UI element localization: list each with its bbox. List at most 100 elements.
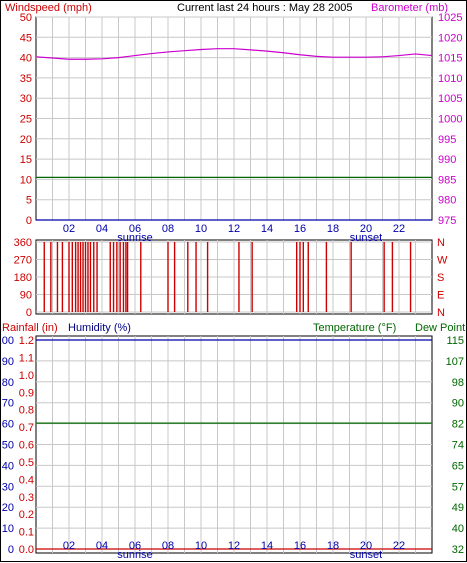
humidity-axis-title: Humidity (%)	[68, 322, 131, 334]
windspeed-tick-label: 10	[20, 174, 32, 186]
barometer-tick-label: 1005	[438, 93, 462, 105]
rainfall-axis-title: Rainfall (in)	[2, 322, 58, 334]
compass-tick-label: N	[437, 237, 445, 249]
windspeed-tick-label: 0	[26, 215, 32, 227]
humidity-tick-label: 0	[8, 544, 14, 556]
hour-tick-label: 10	[195, 223, 207, 235]
humidity-tick-label: 70	[2, 398, 14, 410]
direction-tick-label: 0	[26, 307, 32, 319]
temperature-tick-label: 65	[452, 460, 464, 472]
windspeed-tick-label: 45	[20, 32, 32, 44]
windspeed-tick-label: 20	[20, 134, 32, 146]
barometer-tick-label: 1015	[438, 53, 462, 65]
rainfall-tick-label: 1.2	[19, 335, 34, 347]
barometer-tick-label: 1020	[438, 32, 462, 44]
hour-tick-label: 18	[327, 223, 339, 235]
hour-tick-label: 10	[195, 540, 207, 552]
windspeed-tick-label: 5	[26, 195, 32, 207]
temperature-tick-label: 40	[452, 523, 464, 535]
hour-tick-label: 04	[96, 223, 108, 235]
rainfall-tick-label: 0.7	[19, 422, 34, 434]
windspeed-tick-label: 30	[20, 93, 32, 105]
windspeed-axis-title: Windspeed (mph)	[5, 2, 92, 14]
humidity-tick-label: 90	[2, 356, 14, 368]
hour-tick-label: 22	[393, 540, 405, 552]
rainfall-tick-label: 0.8	[19, 405, 34, 417]
barometer-tick-label: 985	[438, 174, 456, 186]
rainfall-tick-label: 0.1	[19, 527, 34, 539]
hour-tick-label: 14	[261, 223, 273, 235]
windspeed-tick-label: 50	[20, 12, 32, 24]
humidity-tick-label: 40	[2, 460, 14, 472]
temperature-tick-label: 74	[452, 440, 464, 452]
sunrise-label: sunrise	[117, 232, 152, 244]
hour-tick-label: 12	[228, 223, 240, 235]
temperature-tick-label: 57	[452, 481, 464, 493]
barometer-tick-label: 1000	[438, 114, 462, 126]
humidity-tick-label: 100	[1, 335, 14, 347]
windspeed-tick-label: 15	[20, 154, 32, 166]
hour-tick-label: 06	[129, 540, 141, 552]
barometer-tick-label: 1010	[438, 73, 462, 85]
hour-tick-label: 22	[393, 223, 405, 235]
hour-tick-label: 16	[294, 223, 306, 235]
hour-tick-label: 08	[162, 540, 174, 552]
rainfall-tick-label: 0.2	[19, 509, 34, 521]
barometer-axis-title: Barometer (mb)	[371, 2, 448, 14]
hour-tick-label: 02	[63, 540, 75, 552]
compass-tick-label: N	[437, 307, 445, 319]
sunrise-label: sunrise	[117, 549, 152, 561]
hour-tick-label: 02	[63, 223, 75, 235]
temperature-tick-label: 49	[452, 502, 464, 514]
barometer-tick-label: 995	[438, 134, 456, 146]
temperature-tick-label: 32	[452, 544, 464, 556]
rainfall-tick-label: 0.4	[19, 474, 34, 486]
hour-tick-label: 18	[327, 540, 339, 552]
hour-tick-label: 12	[228, 540, 240, 552]
compass-tick-label: E	[437, 290, 444, 302]
humidity-tick-label: 50	[2, 440, 14, 452]
rainfall-tick-label: 0.6	[19, 440, 34, 452]
hour-tick-label: 04	[96, 540, 108, 552]
windspeed-tick-label: 40	[20, 53, 32, 65]
barometer-tick-label: 1025	[438, 12, 462, 24]
series-line-barometer-mb-	[35, 48, 433, 60]
temperature-tick-label: 90	[452, 398, 464, 410]
rainfall-tick-label: 0.0	[19, 544, 34, 556]
hour-tick-label: 16	[294, 540, 306, 552]
windspeed-tick-label: 25	[20, 114, 32, 126]
humidity-tick-label: 60	[2, 419, 14, 431]
hour-tick-label: 20	[360, 540, 372, 552]
direction-tick-label: 270	[14, 255, 32, 267]
compass-tick-label: W	[437, 255, 448, 267]
hour-tick-label: 20	[360, 223, 372, 235]
dew-point-axis-title: Dew Point	[415, 322, 465, 334]
temperature-tick-label: 82	[452, 419, 464, 431]
rainfall-tick-label: 0.3	[19, 492, 34, 504]
rainfall-tick-label: 0.5	[19, 457, 34, 469]
compass-tick-label: S	[437, 272, 444, 284]
direction-tick-label: 360	[14, 237, 32, 249]
hour-tick-label: 06	[129, 223, 141, 235]
humidity-tick-label: 10	[2, 523, 14, 535]
hour-tick-label: 14	[261, 540, 273, 552]
humidity-tick-label: 30	[2, 481, 14, 493]
temperature-tick-label: 107	[446, 356, 464, 368]
direction-tick-label: 90	[20, 290, 32, 302]
sunset-label: sunset	[350, 549, 382, 561]
temperature-tick-label: 98	[452, 377, 464, 389]
direction-tick-label: 180	[14, 272, 32, 284]
rainfall-tick-label: 1.0	[19, 370, 34, 382]
barometer-tick-label: 980	[438, 195, 456, 207]
rainfall-tick-label: 1.1	[19, 352, 34, 364]
sunset-label: sunset	[350, 232, 382, 244]
temperature-tick-label: 115	[446, 335, 464, 347]
temperature-axis-title: Temperature (°F)	[313, 322, 396, 334]
chart-title: Current last 24 hours : May 28 2005	[177, 2, 352, 14]
barometer-tick-label: 975	[438, 215, 456, 227]
humidity-tick-label: 20	[2, 502, 14, 514]
windspeed-tick-label: 35	[20, 73, 32, 85]
barometer-tick-label: 990	[438, 154, 456, 166]
